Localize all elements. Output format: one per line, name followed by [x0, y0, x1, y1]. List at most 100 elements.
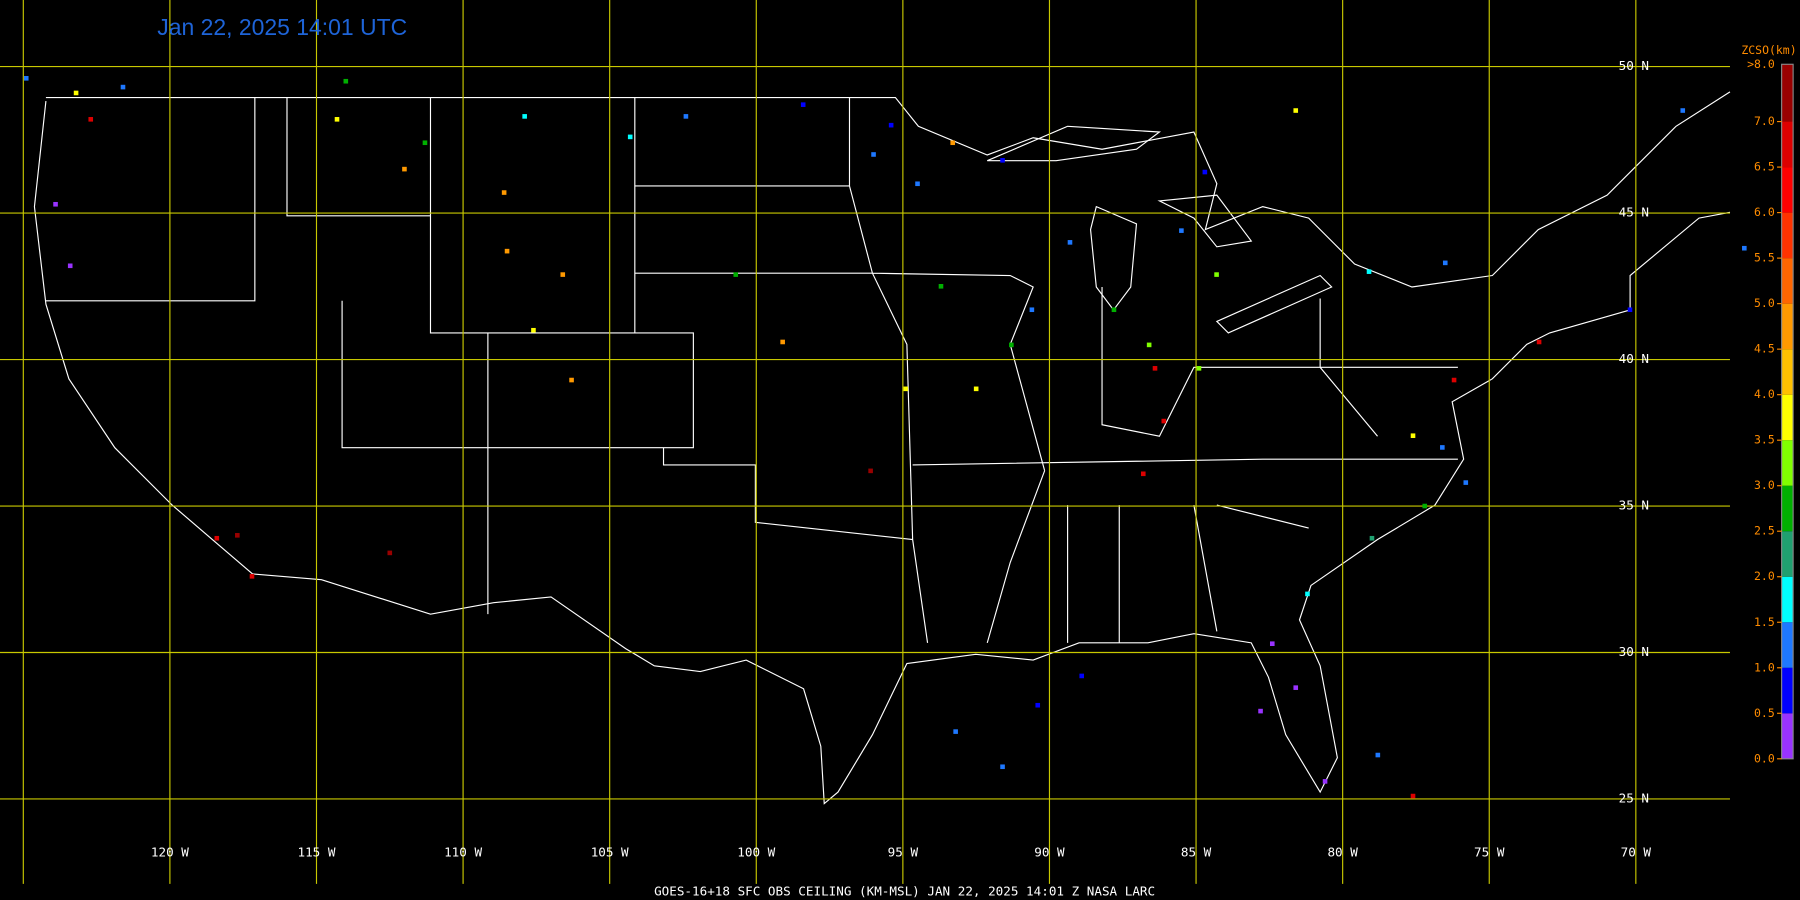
lat-label: 50 N	[1619, 58, 1649, 73]
station	[334, 117, 340, 122]
colorbar-bin	[1781, 258, 1794, 304]
lon-label: 85 W	[1181, 844, 1212, 859]
station	[1196, 366, 1202, 371]
colorbar-bin	[1781, 667, 1794, 714]
station	[888, 122, 894, 128]
station	[950, 140, 956, 146]
colorbar-label: 1.5	[1754, 615, 1775, 629]
colorbar-label: 0.0	[1754, 751, 1775, 765]
station	[560, 272, 566, 277]
station	[1293, 685, 1299, 690]
station	[422, 140, 428, 146]
station	[1079, 673, 1085, 679]
colorbar-label: 0.5	[1754, 706, 1775, 720]
lat-label: 40 N	[1619, 351, 1649, 366]
station	[214, 535, 220, 541]
colorbar: 0.0 0.5 1.0 1.5 2.0 2.5 3.0 3.5 4.0 4.5 5.0 5.5 6.0 6…	[1754, 63, 1794, 765]
station	[800, 102, 806, 107]
station	[1440, 445, 1445, 450]
station	[1442, 260, 1448, 266]
colorbar-label: 3.0	[1754, 478, 1775, 492]
lat-label: 45 N	[1619, 205, 1649, 220]
colorbar-label: 5.0	[1754, 296, 1775, 310]
station	[1269, 641, 1275, 647]
colorbar-over-label: >8.0	[1747, 57, 1775, 71]
station	[733, 272, 739, 277]
station	[868, 468, 873, 474]
station	[1000, 764, 1005, 770]
station	[1258, 708, 1263, 714]
station	[1029, 307, 1035, 313]
station	[23, 76, 29, 81]
colorbar-bin	[1781, 576, 1794, 623]
colorbar-label: 6.5	[1754, 160, 1775, 174]
station	[1742, 245, 1747, 251]
station	[501, 190, 507, 195]
station	[1067, 240, 1073, 245]
station	[1422, 503, 1428, 509]
station	[1179, 228, 1184, 233]
colorbar-label: 7.0	[1754, 114, 1775, 128]
lake-superior	[987, 125, 1162, 162]
station	[1322, 779, 1328, 784]
colorbar-title: ZCSO(km)	[1741, 43, 1796, 57]
station	[1111, 307, 1117, 313]
station	[1152, 366, 1158, 371]
station	[88, 117, 94, 122]
colorbar-bin	[1781, 212, 1794, 259]
lake-erie	[1215, 274, 1333, 334]
station	[1202, 169, 1208, 175]
station	[938, 284, 944, 289]
colorbar-over	[1781, 64, 1794, 122]
colorbar-label: 4.0	[1754, 387, 1775, 401]
colorbar-bin	[1781, 713, 1794, 759]
station	[402, 166, 407, 172]
colorbar-label: 1.0	[1754, 660, 1775, 674]
station	[915, 181, 920, 187]
station	[683, 114, 689, 119]
colorbar-label: 5.5	[1754, 251, 1775, 265]
station	[67, 263, 73, 269]
station	[120, 84, 126, 90]
coastline	[33, 100, 1731, 805]
lon-label: 115 W	[298, 844, 336, 859]
station	[1410, 433, 1416, 439]
station	[1214, 272, 1219, 277]
colorbar-bin	[1781, 622, 1794, 668]
station	[1369, 535, 1375, 541]
station	[73, 90, 79, 96]
station	[1140, 471, 1146, 477]
colorbar-bin	[1781, 531, 1794, 577]
station	[1366, 269, 1372, 274]
station	[1161, 418, 1167, 424]
lon-label: 100 W	[737, 844, 775, 859]
station	[1305, 591, 1310, 597]
lon-label: 70 W	[1621, 844, 1652, 859]
graticule: 50 N 45 N 40 N 35 N 30 N 25 N 120 W 115 W 110 W 1…	[0, 0, 1730, 884]
lon-label: 75 W	[1474, 844, 1505, 859]
outlines	[33, 91, 1731, 805]
colorbar-bin	[1781, 303, 1794, 350]
lon-label: 120 W	[151, 844, 189, 859]
colorbar-label: 3.5	[1754, 433, 1775, 447]
colorbar-bin	[1781, 485, 1794, 532]
station	[1627, 307, 1633, 313]
station	[1035, 702, 1041, 708]
footer: GOES-16+18 SFC OBS CEILING (KM-MSL) JAN …	[654, 883, 1155, 898]
station	[235, 533, 240, 538]
lon-label: 80 W	[1327, 844, 1358, 859]
colorbar-label: 4.5	[1754, 342, 1775, 356]
lat-label: 35 N	[1619, 498, 1649, 513]
lake-huron	[1157, 194, 1253, 248]
colorbar-bin	[1781, 167, 1794, 213]
station	[1463, 480, 1469, 485]
station	[903, 386, 909, 392]
station	[1293, 108, 1299, 113]
lon-label: 95 W	[888, 844, 919, 859]
station	[953, 729, 958, 734]
colorbar-bin	[1781, 349, 1794, 395]
station	[973, 386, 979, 392]
